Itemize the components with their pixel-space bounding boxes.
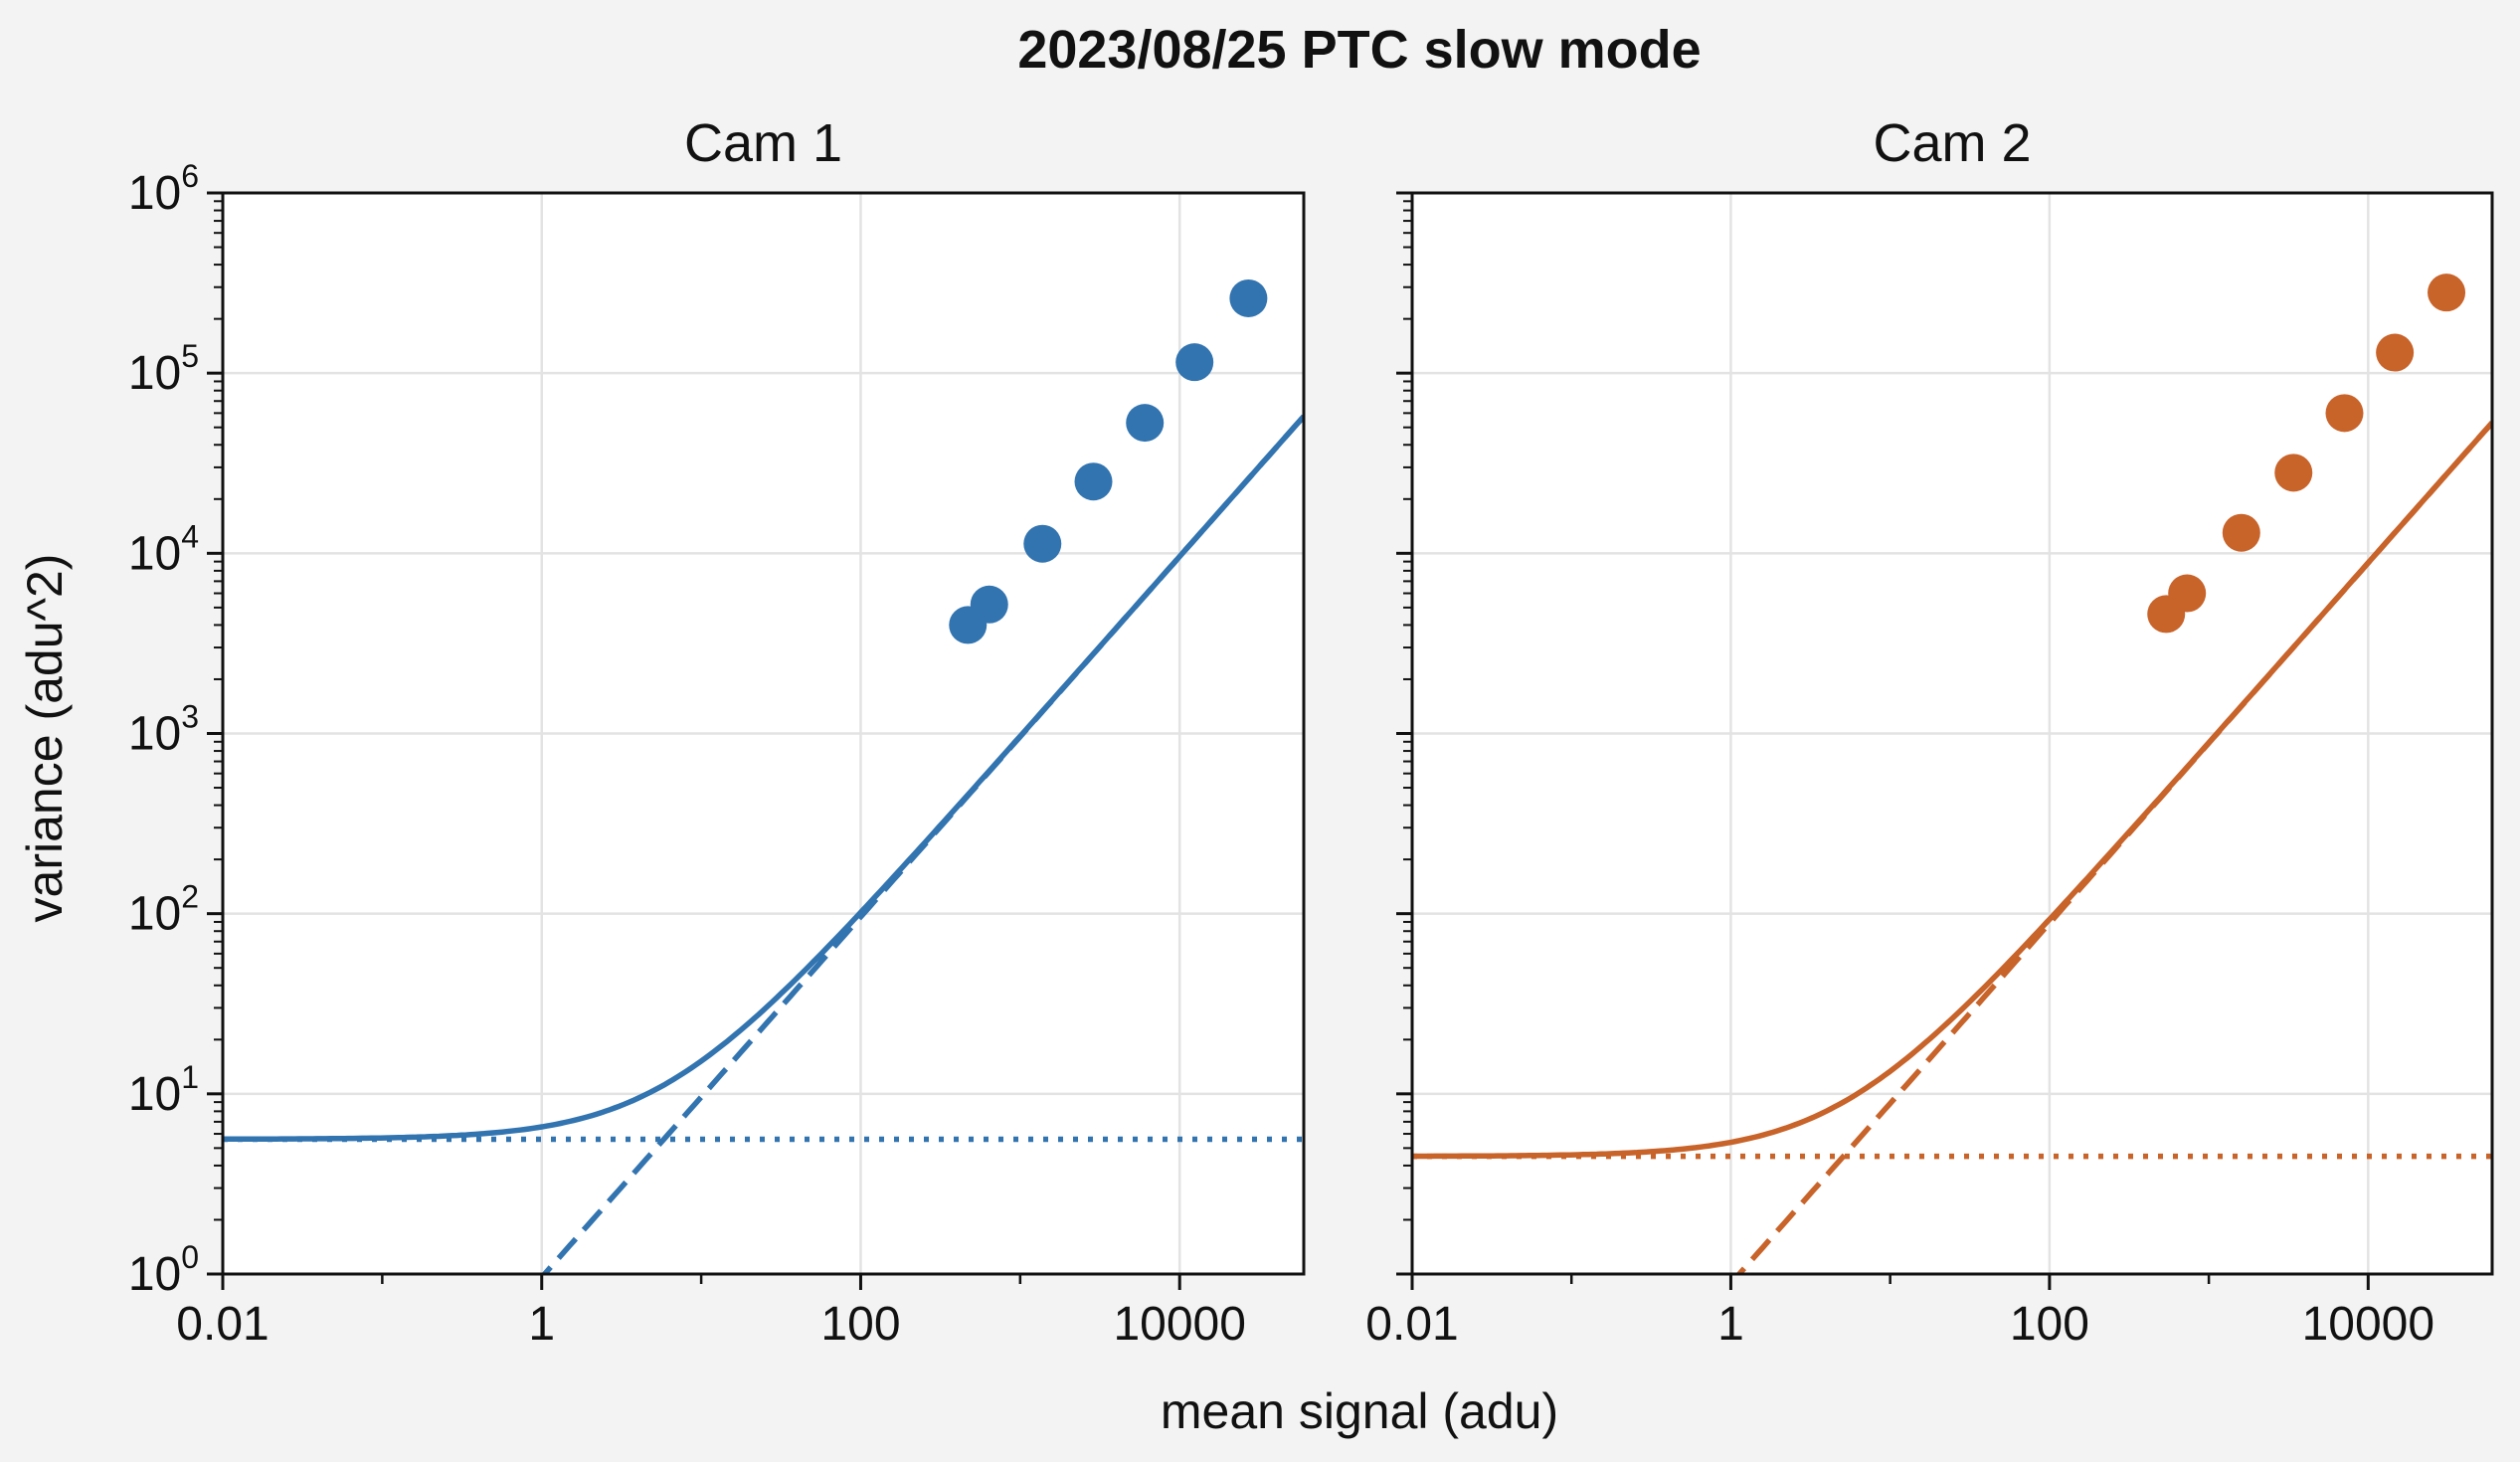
x-tick-label: 100 (820, 1298, 900, 1351)
total-noise-line (223, 414, 1304, 1143)
series-clip-group (223, 278, 1304, 1274)
x-tick-label: 10000 (2302, 1298, 2434, 1351)
data-point (2325, 394, 2364, 433)
data-point (1074, 462, 1113, 501)
y-tick-label: 105 (128, 338, 199, 400)
total-noise-line (1412, 421, 2492, 1160)
x-tick-label: 0.01 (176, 1298, 269, 1351)
data-point (2274, 454, 2313, 492)
data-point (2168, 574, 2207, 613)
series-clip-group (1412, 274, 2492, 1274)
ticks: 0.01 1 100 10000 (1365, 191, 2434, 1351)
data-point (1023, 524, 1062, 563)
cam1-panel: 0.01 1 100 10000 100 101 102 103 104 105 106 Cam 1 (128, 113, 1306, 1351)
x-axis-label: mean signal (adu) (1161, 1383, 1558, 1439)
cam2-panel: 0.01 1 100 10000 Cam 2 (1365, 113, 2494, 1351)
data-point (1229, 278, 1268, 317)
data-point (2376, 333, 2415, 372)
panel-title: Cam 1 (684, 113, 842, 173)
data-point (2222, 513, 2260, 552)
data-point (2428, 274, 2466, 312)
figure-title: 2023/08/25 PTC slow mode (1017, 20, 1701, 80)
y-tick-label: 100 (128, 1239, 199, 1301)
y-tick-label: 106 (128, 158, 199, 220)
x-tick-label: 0.01 (1365, 1298, 1458, 1351)
y-tick-label: 102 (128, 879, 199, 941)
x-tick-label: 1 (528, 1298, 555, 1351)
series (223, 278, 1304, 1274)
panel-title: Cam 2 (1873, 113, 2031, 173)
data-point (1126, 404, 1165, 443)
y-tick-label: 104 (128, 518, 199, 580)
y-tick-label: 103 (128, 699, 199, 761)
plot-frame (221, 191, 1306, 1276)
series (1412, 274, 2492, 1274)
data-point (970, 585, 1008, 624)
plot-frame (1410, 191, 2494, 1276)
y-tick-label: 101 (128, 1059, 199, 1121)
data-point (1175, 343, 1214, 382)
y-axis-label: variance (adu^2) (17, 554, 73, 923)
ticks: 0.01 1 100 10000 100 101 102 103 104 105 106 (128, 158, 1246, 1351)
x-tick-label: 10000 (1113, 1298, 1245, 1351)
x-tick-label: 1 (1717, 1298, 1744, 1351)
x-tick-label: 100 (2010, 1298, 2089, 1351)
